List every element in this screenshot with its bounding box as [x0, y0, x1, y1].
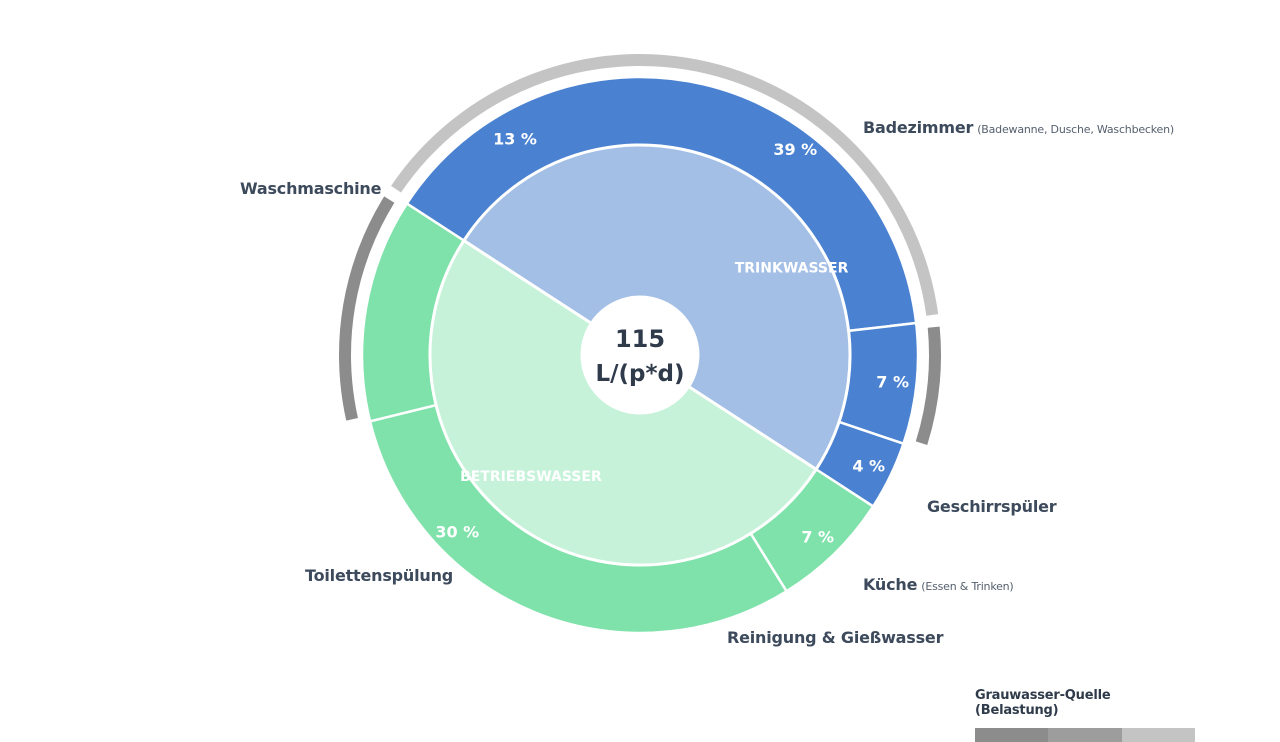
- center-unit: L/(p*d): [595, 361, 684, 387]
- legend-swatch: [1048, 728, 1122, 742]
- percent-label-kueche: 4 %: [852, 457, 885, 476]
- legend-swatch: [1121, 728, 1195, 742]
- sunburst-chart: 115 L/(p*d) 39 % 7 % 4 % 7 % 30 % 13 % TRINKW…: [339, 54, 941, 635]
- category-name: Toilettenspülung: [305, 566, 454, 585]
- legend-scale: [975, 728, 1195, 742]
- category-label-kueche: Küche (Essen & Trinken): [863, 575, 1014, 594]
- legend: Grauwasser-Quelle (Belastung): [975, 688, 1195, 742]
- category-label-waschmaschine: Waschmaschine: [240, 179, 381, 198]
- percent-label-toilettenspuelung: 30 %: [435, 522, 479, 541]
- category-name: Reinigung & Gießwasser: [727, 628, 944, 647]
- category-label-toilettenspuelung: Toilettenspülung: [305, 566, 453, 585]
- graywater-arc-waschmaschine: [339, 196, 395, 421]
- graywater-ring: [339, 54, 941, 446]
- category-label-geschirrspueler: Geschirrspüler: [927, 497, 1057, 516]
- center-value: 115: [615, 325, 665, 353]
- percent-label-waschmaschine: 13 %: [493, 129, 537, 148]
- inner-ring: [428, 143, 852, 567]
- inner-slice-betriebswasser: [428, 238, 819, 567]
- category-name: Küche: [863, 575, 918, 594]
- percent-labels: 39 % 7 % 4 % 7 % 30 % 13 %: [435, 129, 909, 546]
- percent-label-badezimmer: 39 %: [773, 140, 817, 159]
- group-label-trinkwasser: TRINKWASSER: [735, 261, 849, 277]
- percent-label-geschirrspueler: 7 %: [876, 373, 909, 392]
- category-label-reinigung: Reinigung & Gießwasser: [727, 628, 943, 647]
- graywater-arc-geschirrspueler: [915, 326, 941, 446]
- category-name: Badezimmer: [863, 118, 974, 137]
- category-label-badezimmer: Badezimmer (Badewanne, Dusche, Waschbecke…: [863, 118, 1174, 137]
- outer-ring: [360, 75, 920, 635]
- category-name: Waschmaschine: [240, 179, 382, 198]
- group-label-betriebswasser: BETRIEBSWASSER: [460, 469, 602, 485]
- percent-label-reinigung-giesswasser: 7 %: [801, 527, 834, 546]
- category-note: (Badewanne, Dusche, Waschbecken): [977, 123, 1174, 136]
- legend-title: Grauwasser-Quelle (Belastung): [975, 688, 1111, 718]
- category-name: Geschirrspüler: [927, 497, 1057, 516]
- category-note: (Essen & Trinken): [921, 580, 1014, 593]
- legend-swatch: [975, 728, 1049, 742]
- inner-slice-trinkwasser: [461, 143, 852, 472]
- group-labels: TRINKWASSER BETRIEBSWASSER: [460, 261, 848, 486]
- center-disc: 115 L/(p*d): [582, 297, 698, 413]
